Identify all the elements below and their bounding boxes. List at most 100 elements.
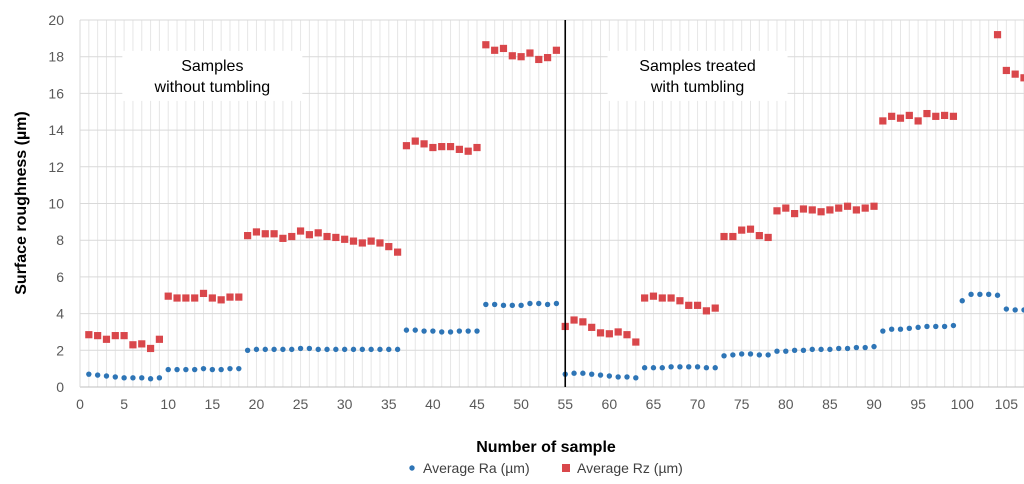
ra-point — [394, 346, 401, 353]
ra-point — [491, 301, 498, 308]
x-tick-label: 100 — [951, 396, 975, 412]
ra-point — [994, 292, 1001, 298]
rz-point — [817, 208, 825, 216]
rz-point — [826, 206, 834, 214]
ra-point — [200, 365, 207, 372]
rz-point — [932, 112, 940, 120]
rz-point — [526, 49, 534, 57]
ra-point — [712, 365, 718, 371]
legend-ra-marker — [409, 465, 415, 471]
rz-point — [367, 237, 375, 245]
rz-point — [614, 328, 622, 336]
rz-point — [605, 330, 613, 338]
rz-point — [773, 207, 781, 215]
ra-point — [253, 346, 260, 353]
ra-point — [94, 372, 101, 378]
rz-point — [711, 304, 719, 312]
ra-point — [377, 346, 383, 353]
rz-point — [296, 227, 305, 235]
y-tick-label: 18 — [48, 49, 64, 65]
rz-point — [738, 226, 746, 234]
ra-point — [174, 366, 180, 373]
ra-point — [871, 343, 877, 350]
x-tick-label: 35 — [381, 396, 397, 412]
ra-point — [888, 326, 895, 332]
rz-point — [623, 331, 631, 339]
y-tick-label: 14 — [48, 122, 64, 138]
rz-point — [314, 229, 322, 237]
x-tick-label: 95 — [910, 396, 926, 412]
ra-point — [421, 328, 427, 334]
ra-point — [765, 352, 771, 358]
ra-point — [289, 346, 295, 353]
ra-point — [553, 300, 560, 307]
rz-point — [305, 231, 313, 239]
ra-point — [474, 328, 480, 334]
ra-point — [447, 329, 454, 335]
y-tick-label: 10 — [48, 196, 64, 212]
x-tick-label: 65 — [646, 396, 662, 412]
ra-point — [924, 323, 930, 330]
rz-point — [641, 294, 649, 302]
rz-point — [1011, 70, 1019, 78]
ra-point — [827, 346, 833, 353]
rz-point — [746, 225, 755, 233]
ra-point — [694, 364, 701, 370]
rz-point — [508, 52, 516, 60]
rz-point — [914, 117, 922, 125]
rz-point — [1020, 74, 1024, 82]
ra-point — [747, 351, 754, 357]
rz-point — [288, 232, 296, 241]
ra-point — [703, 365, 710, 371]
ra-point — [103, 373, 110, 379]
ra-point — [280, 346, 286, 353]
rz-point — [799, 205, 808, 213]
rz-point — [208, 294, 216, 302]
ra-point — [774, 348, 780, 354]
ra-point — [659, 365, 665, 371]
x-tick-label: 60 — [602, 396, 618, 412]
ra-point — [968, 291, 974, 298]
legend: Average Ra (µm) Average Rz (µm) — [409, 460, 683, 476]
x-tick-label: 75 — [734, 396, 750, 412]
ra-point — [500, 302, 507, 309]
rz-point — [517, 53, 525, 61]
x-tick-label: 105 — [995, 396, 1019, 412]
x-tick-label: 30 — [337, 396, 353, 412]
ra-point — [191, 366, 198, 373]
series-rz — [85, 31, 1024, 353]
x-tick-label: 45 — [469, 396, 485, 412]
rz-point — [676, 297, 684, 305]
x-tick-label: 50 — [513, 396, 529, 412]
rz-point — [896, 114, 905, 122]
rz-point — [129, 341, 137, 349]
ra-point — [244, 347, 251, 353]
ra-point — [518, 302, 524, 309]
rz-point — [755, 232, 763, 240]
rz-point — [191, 294, 199, 302]
annotation-text: Samples treated — [639, 58, 756, 75]
ra-point — [624, 374, 630, 380]
rz-point — [102, 335, 111, 343]
y-tick-label: 0 — [56, 379, 64, 395]
ra-point — [738, 351, 745, 357]
ra-point — [86, 371, 92, 377]
rz-point — [588, 323, 596, 331]
y-tick-label: 8 — [56, 232, 64, 248]
x-axis-title: Number of sample — [476, 439, 616, 456]
rz-point — [543, 54, 552, 62]
legend-label: Average Rz (µm) — [577, 460, 683, 476]
ra-point — [209, 366, 216, 373]
series-ra — [86, 291, 1024, 382]
ra-point — [809, 346, 815, 353]
rz-point — [464, 147, 472, 155]
annotation-text: Samples — [181, 58, 243, 75]
rz-point — [455, 145, 463, 153]
ra-point — [950, 322, 957, 329]
axes — [79, 20, 1024, 388]
annotation-box — [607, 50, 788, 101]
ra-point — [756, 352, 763, 358]
rz-point — [791, 209, 799, 218]
rz-point — [235, 293, 243, 301]
rz-point — [993, 31, 1002, 39]
